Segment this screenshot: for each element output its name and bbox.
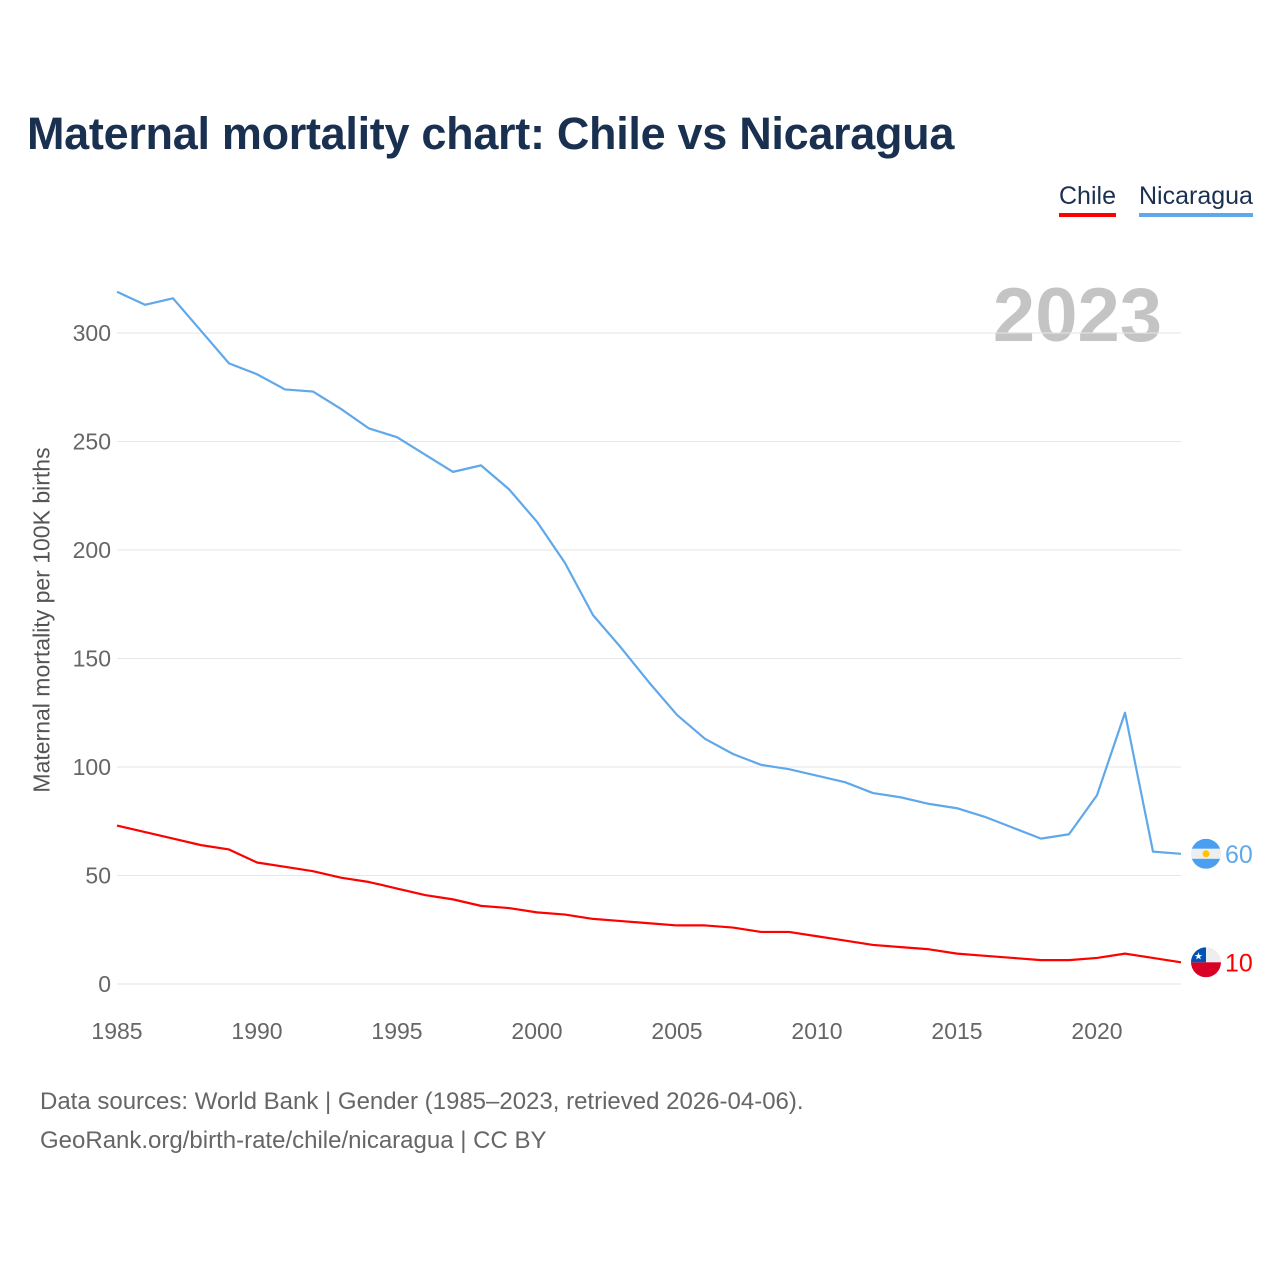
end-label-chile: 10 bbox=[1225, 949, 1253, 977]
flag-nicaragua-icon bbox=[1191, 838, 1221, 869]
x-tick-label: 2010 bbox=[791, 1018, 842, 1044]
svg-text:★: ★ bbox=[1194, 951, 1203, 962]
x-tick-label: 2015 bbox=[931, 1018, 982, 1044]
y-tick-label: 50 bbox=[85, 863, 111, 889]
x-tick-label: 1990 bbox=[231, 1018, 282, 1044]
chart-title: Maternal mortality chart: Chile vs Nicar… bbox=[27, 108, 955, 159]
y-tick-label: 200 bbox=[73, 537, 111, 563]
legend-nicaragua[interactable]: Nicaragua bbox=[1139, 182, 1253, 217]
series-line-nicaragua bbox=[116, 290, 1182, 855]
y-tick-label: 0 bbox=[98, 971, 111, 997]
x-tick-label: 2005 bbox=[651, 1018, 702, 1044]
flag-chile-icon: ★ bbox=[1191, 947, 1221, 978]
end-label-nicaragua: 60 bbox=[1225, 841, 1253, 869]
y-tick-label: 150 bbox=[73, 646, 111, 672]
x-tick-label: 1995 bbox=[371, 1018, 422, 1044]
series-line-chile bbox=[116, 824, 1182, 964]
footer-link[interactable]: GeoRank.org/birth-rate/chile/nicaragua |… bbox=[40, 1127, 547, 1154]
x-tick-label: 2000 bbox=[511, 1018, 562, 1044]
y-tick-label: 250 bbox=[73, 429, 111, 455]
x-tick-label: 1985 bbox=[91, 1018, 142, 1044]
x-tick-label: 2020 bbox=[1071, 1018, 1122, 1044]
footer-source: Data sources: World Bank | Gender (1985–… bbox=[40, 1088, 804, 1115]
legend-chile[interactable]: Chile bbox=[1059, 182, 1116, 217]
y-tick-label: 300 bbox=[73, 320, 111, 346]
y-tick-label: 100 bbox=[73, 754, 111, 780]
year-label: 2023 bbox=[992, 273, 1162, 358]
